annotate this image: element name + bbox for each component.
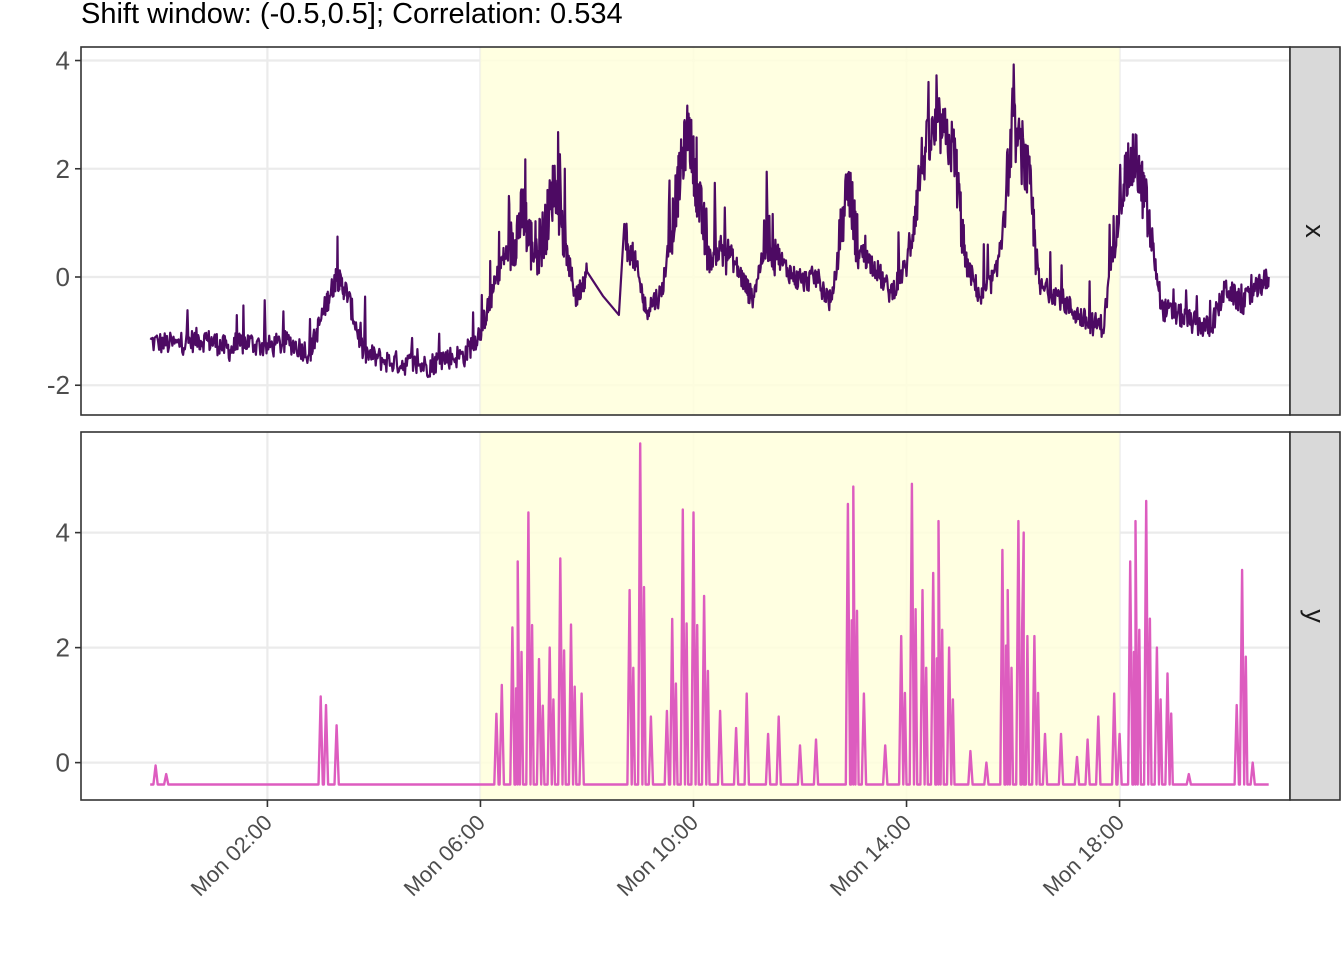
x-axis: Mon 02:00 Mon 06:00 Mon 10:00 Mon 14:00 Mon … [186, 800, 1129, 901]
x-tick-label: Mon 18:00 [1038, 810, 1129, 901]
facet-strip [1289, 46, 1341, 416]
highlight-window [480, 47, 1120, 415]
y-tick-label: -2 [47, 370, 70, 400]
x-tick-label: Mon 06:00 [399, 810, 490, 901]
x-tick-label: Mon 02:00 [186, 810, 277, 901]
y-tick-label: 4 [56, 518, 70, 548]
y-tick-label: 4 [56, 46, 70, 76]
panels-layer: -2 0 2 4 x 0 2 4 y [47, 46, 1341, 801]
panel-y: 0 2 4 y [56, 431, 1341, 801]
y-tick-label: 2 [56, 633, 70, 663]
facet-strip-label: x [1300, 224, 1330, 238]
facet-strip-label: y [1300, 609, 1330, 623]
chart-title: Shift window: (-0.5,0.5]; Correlation: 0… [81, 0, 623, 30]
y-tick-label: 0 [56, 748, 70, 778]
panel-x: -2 0 2 4 x [47, 46, 1341, 416]
series-line-y [150, 442, 1269, 786]
y-tick-label: 0 [56, 262, 70, 292]
facet-strip [1289, 431, 1341, 801]
y-tick-label: 2 [56, 154, 70, 184]
x-tick-label: Mon 10:00 [612, 810, 703, 901]
x-tick-label: Mon 14:00 [825, 810, 916, 901]
series-line-x [149, 63, 1270, 379]
